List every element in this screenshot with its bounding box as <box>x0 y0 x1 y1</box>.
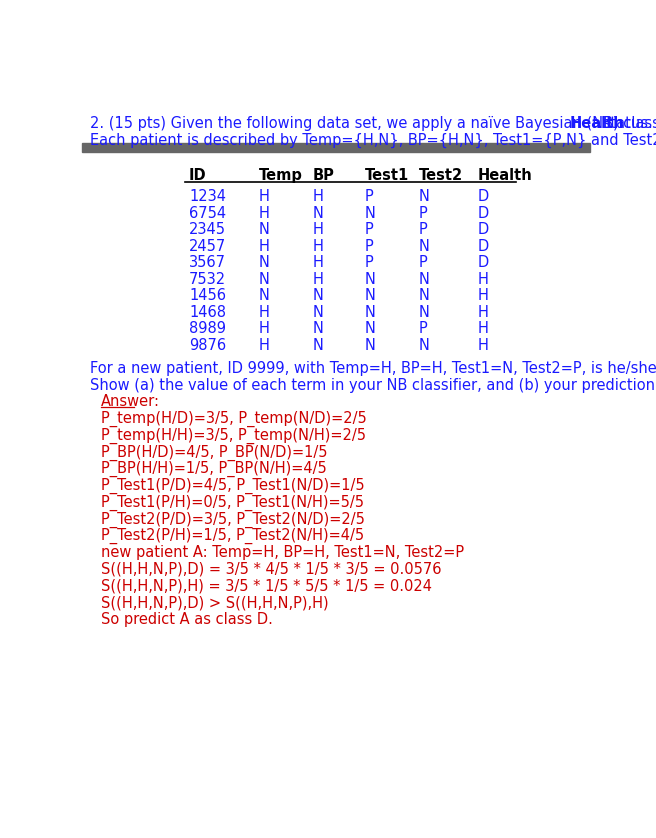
Text: N: N <box>365 338 376 353</box>
Text: 7532: 7532 <box>189 272 226 287</box>
Text: N: N <box>258 222 270 237</box>
Text: H: H <box>258 322 270 336</box>
Text: N: N <box>313 288 324 303</box>
Text: P: P <box>365 189 374 204</box>
Text: N: N <box>365 305 376 320</box>
Text: H: H <box>478 288 488 303</box>
Text: N: N <box>258 256 270 270</box>
Text: N: N <box>313 338 324 353</box>
Bar <box>82 142 590 152</box>
Text: 1234: 1234 <box>189 189 226 204</box>
Text: H: H <box>313 239 324 254</box>
Text: P_Test1(P/D)=4/5, P_Test1(N/D)=1/5: P_Test1(P/D)=4/5, P_Test1(N/D)=1/5 <box>102 478 365 494</box>
Text: Temp: Temp <box>258 168 302 183</box>
Text: Test2: Test2 <box>419 168 463 183</box>
Text: P: P <box>419 256 428 270</box>
Text: Each patient is described by Temp={H,N}, BP={H,N}, Test1={P,N} and Test2={P,N}. : Each patient is described by Temp={H,N},… <box>90 133 656 148</box>
Text: P: P <box>365 222 374 237</box>
Text: N: N <box>419 189 430 204</box>
Text: N: N <box>313 305 324 320</box>
Text: N: N <box>365 322 376 336</box>
Text: H: H <box>313 189 324 204</box>
Text: P_temp(H/D)=3/5, P_temp(N/D)=2/5: P_temp(H/D)=3/5, P_temp(N/D)=2/5 <box>102 411 367 427</box>
Text: P_Test1(P/H)=0/5, P_Test1(N/H)=5/5: P_Test1(P/H)=0/5, P_Test1(N/H)=5/5 <box>102 494 364 511</box>
Text: S((H,H,N,P),H) = 3/5 * 1/5 * 5/5 * 1/5 = 0.024: S((H,H,N,P),H) = 3/5 * 1/5 * 5/5 * 1/5 =… <box>102 578 432 593</box>
Text: Test1: Test1 <box>365 168 409 183</box>
Text: H: H <box>313 256 324 270</box>
Text: N: N <box>419 239 430 254</box>
Text: N: N <box>365 272 376 287</box>
Text: P_BP(H/H)=1/5, P_BP(N/H)=4/5: P_BP(H/H)=1/5, P_BP(N/H)=4/5 <box>102 461 327 478</box>
Text: For a new patient, ID 9999, with Temp=H, BP=H, Test1=N, Test2=P, is he/she Healt: For a new patient, ID 9999, with Temp=H,… <box>90 360 656 375</box>
Text: H: H <box>258 189 270 204</box>
Text: 2. (15 pts) Given the following data set, we apply a naïve Bayesian (NB) classif: 2. (15 pts) Given the following data set… <box>90 116 656 131</box>
Text: P_temp(H/H)=3/5, P_temp(N/H)=2/5: P_temp(H/H)=3/5, P_temp(N/H)=2/5 <box>102 427 366 444</box>
Text: N: N <box>419 272 430 287</box>
Text: H: H <box>478 272 488 287</box>
Text: D: D <box>478 205 489 220</box>
Text: 2457: 2457 <box>189 239 226 254</box>
Text: N: N <box>258 288 270 303</box>
Text: ID: ID <box>189 168 207 183</box>
Text: H: H <box>478 322 488 336</box>
Text: 9876: 9876 <box>189 338 226 353</box>
Text: Answer:: Answer: <box>102 394 160 409</box>
Text: H: H <box>258 239 270 254</box>
Text: N: N <box>419 288 430 303</box>
Text: P: P <box>419 322 428 336</box>
Text: N: N <box>258 272 270 287</box>
Text: Health: Health <box>569 116 624 131</box>
Text: N: N <box>365 205 376 220</box>
Text: H: H <box>258 305 270 320</box>
Text: N: N <box>313 205 324 220</box>
Text: 2345: 2345 <box>189 222 226 237</box>
Text: N: N <box>419 305 430 320</box>
Text: H: H <box>313 272 324 287</box>
Text: D: D <box>478 239 489 254</box>
Text: N: N <box>313 322 324 336</box>
Text: S((H,H,N,P),D) > S((H,H,N,P),H): S((H,H,N,P),D) > S((H,H,N,P),H) <box>102 596 329 610</box>
Text: new patient A: Temp=H, BP=H, Test1=N, Test2=P: new patient A: Temp=H, BP=H, Test1=N, Te… <box>102 545 464 560</box>
Text: S((H,H,N,P),D) = 3/5 * 4/5 * 1/5 * 3/5 = 0.0576: S((H,H,N,P),D) = 3/5 * 4/5 * 1/5 * 3/5 =… <box>102 561 442 577</box>
Text: D: D <box>478 189 489 204</box>
Text: BP: BP <box>313 168 335 183</box>
Text: N: N <box>365 288 376 303</box>
Text: D: D <box>478 256 489 270</box>
Text: D: D <box>478 222 489 237</box>
Text: P: P <box>419 222 428 237</box>
Text: 6754: 6754 <box>189 205 226 220</box>
Text: P_Test2(P/H)=1/5, P_Test2(N/H)=4/5: P_Test2(P/H)=1/5, P_Test2(N/H)=4/5 <box>102 528 365 545</box>
Text: Show (a) the value of each term in your NB classifier, and (b) your prediction.: Show (a) the value of each term in your … <box>90 378 656 393</box>
Text: 1456: 1456 <box>189 288 226 303</box>
Text: 8989: 8989 <box>189 322 226 336</box>
Text: P_BP(H/D)=4/5, P_BP(N/D)=1/5: P_BP(H/D)=4/5, P_BP(N/D)=1/5 <box>102 444 328 461</box>
Text: 1468: 1468 <box>189 305 226 320</box>
Text: P: P <box>365 239 374 254</box>
Text: H: H <box>478 338 488 353</box>
Text: P: P <box>365 256 374 270</box>
Text: H: H <box>258 338 270 353</box>
Text: H: H <box>313 222 324 237</box>
Text: 3567: 3567 <box>189 256 226 270</box>
Text: H: H <box>258 205 270 220</box>
Text: So predict A as class D.: So predict A as class D. <box>102 613 274 627</box>
Text: H: H <box>478 305 488 320</box>
Text: status.: status. <box>598 116 653 131</box>
Text: P_Test2(P/D)=3/5, P_Test2(N/D)=2/5: P_Test2(P/D)=3/5, P_Test2(N/D)=2/5 <box>102 511 365 528</box>
Text: P: P <box>419 205 428 220</box>
Text: Health: Health <box>478 168 532 183</box>
Text: N: N <box>419 338 430 353</box>
